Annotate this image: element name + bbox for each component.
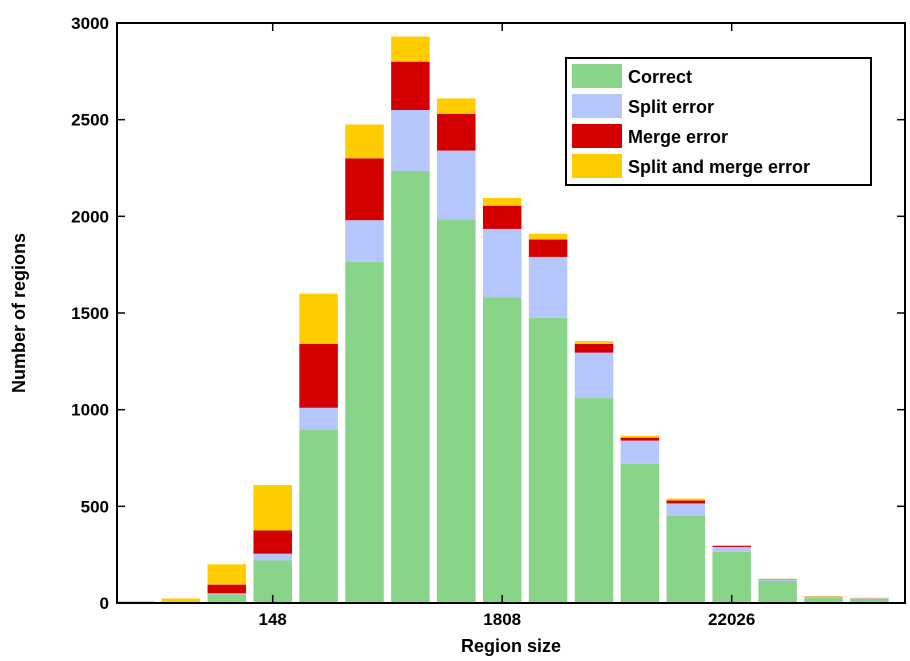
bar-segment-correct-6 [391, 170, 430, 603]
x-tick-label-1808: 1808 [483, 610, 521, 629]
legend-label-split-and-merge-error: Split and merge error [628, 157, 810, 177]
bar-segment-merge-error-4 [299, 343, 338, 408]
x-tick-label-148: 148 [259, 610, 287, 629]
bar-segment-merge-error-9 [528, 239, 568, 257]
x-tick-label-22026: 22026 [708, 610, 755, 629]
bar-segment-split-and-merge-error-4 [299, 293, 338, 344]
bar-segment-correct-16 [850, 598, 889, 603]
bar-segment-correct-11 [620, 463, 660, 603]
bar-segment-split-error-5 [345, 220, 384, 262]
legend-swatch-split-and-merge-error [572, 154, 622, 178]
y-tick-label-500: 500 [81, 497, 109, 516]
bar-segment-merge-error-7 [437, 113, 476, 151]
bar-segment-split-and-merge-error-12 [666, 498, 706, 501]
bar-segment-correct-12 [666, 516, 706, 603]
bar-segment-split-and-merge-error-13 [712, 545, 751, 546]
bar-segment-merge-error-12 [666, 500, 706, 504]
bar-segment-split-and-merge-error-7 [437, 98, 476, 114]
bar-segment-split-error-3 [253, 553, 292, 561]
bar-segment-split-error-10 [574, 352, 614, 399]
bar-segment-merge-error-8 [482, 205, 522, 229]
bar-segment-split-error-14 [758, 579, 797, 581]
bars-layer [118, 36, 889, 604]
bar-segment-split-and-merge-error-5 [345, 124, 384, 159]
legend-swatch-split-error [572, 94, 622, 118]
bar-segment-split-and-merge-error-8 [482, 197, 522, 206]
bar-segment-split-error-4 [299, 407, 338, 430]
bar-segment-correct-7 [437, 219, 476, 604]
bar-segment-split-error-9 [528, 256, 568, 318]
y-axis-label: Number of regions [9, 233, 29, 393]
bar-segment-split-and-merge-error-6 [391, 36, 430, 62]
bar-segment-split-error-6 [391, 110, 430, 171]
legend-label-merge-error: Merge error [628, 127, 728, 147]
bar-segment-split-and-merge-error-14 [758, 578, 797, 580]
bar-segment-split-and-merge-error-3 [253, 485, 292, 531]
legend-swatch-merge-error [572, 124, 622, 148]
y-tick-label-0: 0 [100, 594, 109, 613]
bar-segment-merge-error-6 [391, 61, 430, 110]
bar-segment-split-error-13 [712, 546, 751, 552]
y-tick-label-1500: 1500 [71, 304, 109, 323]
legend: Correct Split error Merge error Split and m… [565, 57, 872, 186]
bar-segment-merge-error-5 [345, 158, 384, 221]
legend-swatch-correct [572, 64, 622, 88]
bar-segment-merge-error-13 [712, 545, 751, 547]
bar-segment-merge-error-10 [574, 343, 614, 353]
bar-segment-correct-9 [528, 317, 568, 603]
bar-segment-split-and-merge-error-0 [118, 601, 155, 603]
bar-segment-split-and-merge-error-9 [528, 233, 568, 240]
bar-segment-merge-error-3 [253, 530, 292, 554]
bar-segment-correct-2 [207, 594, 247, 603]
y-axis: 0 500 1000 1500 2000 2500 3000 [71, 14, 905, 613]
bar-segment-split-error-12 [666, 503, 706, 516]
bar-segment-split-and-merge-error-11 [620, 435, 660, 438]
bar-segment-correct-13 [712, 551, 751, 603]
bar-segment-correct-14 [758, 580, 797, 603]
bar-segment-split-error-8 [482, 228, 522, 298]
bar-segment-merge-error-2 [207, 584, 247, 594]
bar-segment-split-error-2 [207, 593, 247, 595]
y-tick-label-3000: 3000 [71, 14, 109, 33]
bar-segment-merge-error-11 [620, 437, 660, 441]
y-tick-label-1000: 1000 [71, 401, 109, 420]
bar-segment-split-error-7 [437, 150, 476, 220]
bar-segment-correct-15 [804, 597, 843, 603]
bar-segment-split-and-merge-error-1 [161, 598, 201, 603]
bar-segment-correct-5 [345, 261, 384, 603]
y-tick-label-2500: 2500 [71, 111, 109, 130]
legend-label-correct: Correct [628, 67, 692, 87]
x-axis: 148 1808 22026 [259, 23, 755, 629]
legend-label-split-error: Split error [628, 97, 714, 117]
y-tick-label-2000: 2000 [71, 207, 109, 226]
bar-segment-correct-10 [574, 398, 614, 603]
bar-segment-split-error-11 [620, 440, 660, 464]
bar-segment-split-and-merge-error-10 [574, 341, 614, 344]
bar-segment-split-and-merge-error-2 [207, 564, 247, 585]
x-axis-label: Region size [461, 636, 561, 656]
bar-segment-correct-8 [482, 297, 522, 603]
bar-segment-correct-4 [299, 429, 338, 603]
